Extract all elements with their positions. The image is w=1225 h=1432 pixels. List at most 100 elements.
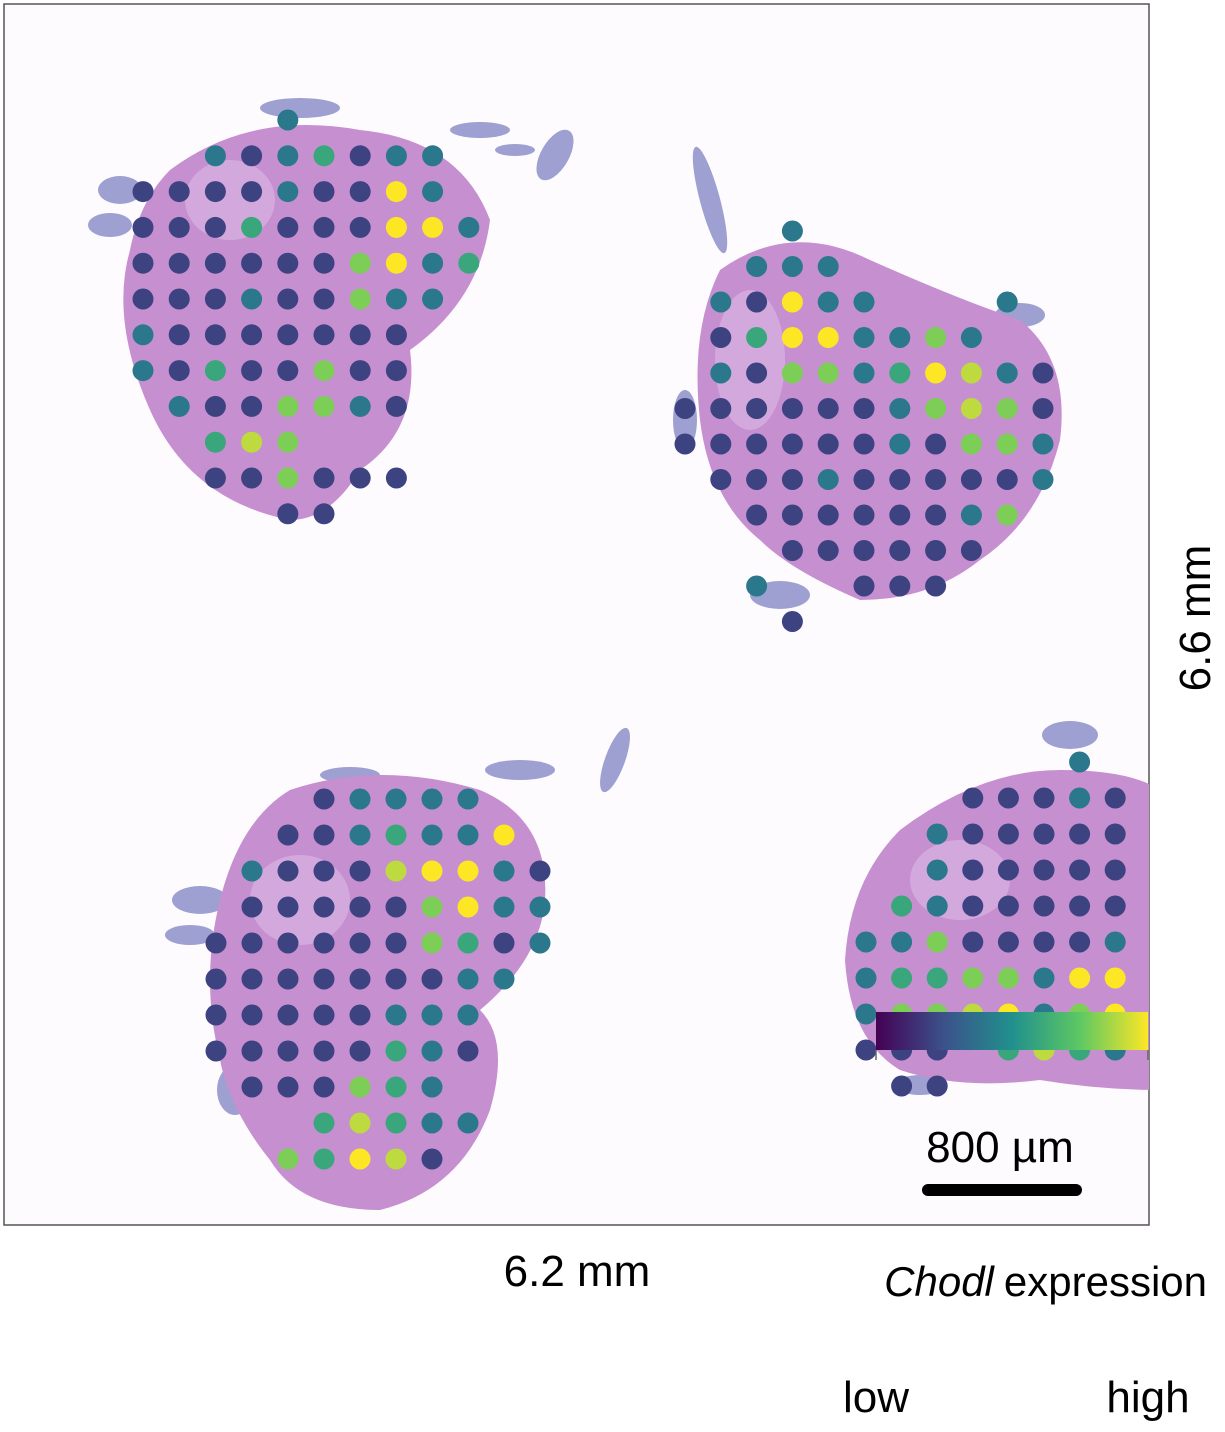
spot	[277, 1148, 299, 1170]
spot	[529, 896, 551, 918]
spot	[385, 288, 407, 310]
spot	[132, 216, 154, 238]
spot	[277, 216, 299, 238]
spot	[313, 467, 335, 489]
spot	[996, 433, 1018, 455]
spot	[168, 324, 190, 346]
spot	[996, 504, 1018, 526]
spot	[493, 896, 515, 918]
spot	[817, 398, 839, 419]
spot	[385, 968, 407, 990]
spot	[313, 968, 335, 990]
spot	[385, 1004, 407, 1026]
spot	[1104, 895, 1126, 917]
spot	[349, 1040, 371, 1062]
spot	[855, 1003, 877, 1025]
spot	[277, 1040, 299, 1062]
spot	[853, 504, 875, 526]
spot	[853, 575, 875, 597]
spot	[132, 288, 154, 310]
spot	[962, 967, 984, 989]
spot	[421, 968, 443, 990]
legend-high: high	[1106, 1373, 1189, 1422]
spot	[457, 860, 479, 882]
spot	[205, 1040, 227, 1062]
spot	[421, 1076, 443, 1098]
spot	[781, 362, 803, 384]
spot	[457, 824, 479, 846]
spot	[781, 540, 803, 561]
spot	[1033, 967, 1055, 989]
spot	[997, 787, 1019, 809]
spot	[277, 932, 299, 954]
spot	[1033, 931, 1055, 953]
tissue	[88, 98, 1149, 1210]
spot	[349, 1004, 371, 1026]
spot	[925, 362, 947, 384]
spot	[889, 362, 911, 384]
spot	[926, 859, 948, 881]
spot	[746, 256, 768, 277]
spot	[1069, 895, 1091, 917]
spot	[313, 1004, 335, 1026]
tissue-fragments	[88, 98, 1098, 1115]
spot	[241, 431, 263, 453]
spot	[277, 109, 299, 131]
spot	[313, 145, 335, 167]
spot	[1069, 931, 1091, 953]
spot	[422, 181, 444, 203]
spot	[746, 469, 768, 490]
spot	[997, 967, 1019, 989]
spot	[889, 469, 911, 490]
spot	[962, 931, 984, 953]
spot	[960, 504, 982, 526]
spot	[385, 860, 407, 882]
spot	[1104, 931, 1126, 953]
spot	[277, 968, 299, 990]
spot	[457, 968, 479, 990]
spot	[817, 433, 839, 455]
spot	[996, 362, 1018, 384]
spot	[960, 433, 982, 455]
spot	[277, 181, 299, 203]
spot	[313, 1076, 335, 1098]
spot	[168, 395, 190, 417]
spot	[781, 611, 803, 632]
spot	[277, 860, 299, 882]
spot	[746, 362, 768, 384]
spot	[925, 540, 947, 561]
spot	[204, 288, 226, 310]
spot	[241, 467, 263, 489]
spot	[458, 252, 480, 274]
spot	[385, 145, 407, 167]
spot	[925, 469, 947, 490]
spot	[710, 327, 732, 348]
spot	[458, 216, 480, 238]
spot	[421, 824, 443, 846]
spot	[960, 362, 982, 384]
colorbar	[876, 1012, 1148, 1050]
spot	[996, 398, 1018, 419]
spot	[241, 360, 263, 382]
spot	[241, 216, 263, 238]
spot	[204, 467, 226, 489]
spot	[926, 1075, 948, 1097]
spot	[349, 1112, 371, 1134]
spot	[817, 256, 839, 277]
spot	[457, 932, 479, 954]
legend-title: Chodl expression	[884, 1258, 1207, 1305]
spot	[385, 1040, 407, 1062]
spot	[277, 395, 299, 417]
spot	[385, 395, 407, 417]
spot	[457, 1004, 479, 1026]
spot	[1033, 823, 1055, 845]
spot	[710, 291, 732, 313]
spot	[313, 503, 335, 525]
spot	[349, 932, 371, 954]
spot	[996, 291, 1018, 313]
spot	[313, 360, 335, 382]
legend-low: low	[843, 1373, 909, 1422]
spot	[168, 181, 190, 203]
spot	[313, 932, 335, 954]
spot	[349, 395, 371, 417]
